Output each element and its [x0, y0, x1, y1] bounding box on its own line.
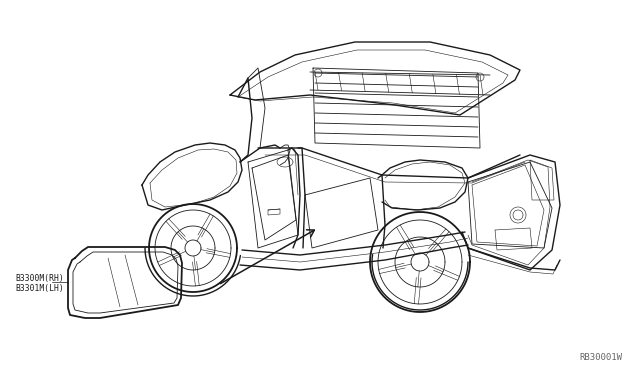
Text: RB30001W: RB30001W — [579, 353, 622, 362]
Text: B3300M(RH): B3300M(RH) — [15, 273, 64, 282]
Text: B3301M(LH): B3301M(LH) — [15, 285, 64, 294]
